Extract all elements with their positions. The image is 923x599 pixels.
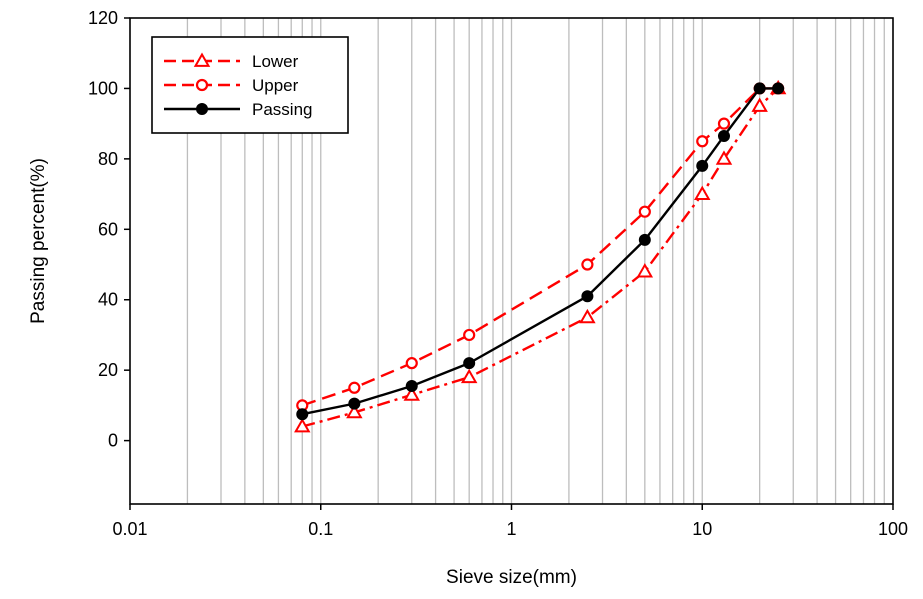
- data-point-lower: [751, 97, 768, 112]
- x-tick-label: 1: [506, 519, 516, 539]
- legend-box: [151, 36, 349, 134]
- plot-frame: [129, 17, 894, 505]
- x-tick-layer: 0.01 0.1 1 10 100: [112, 504, 908, 539]
- x-tick-label: 100: [878, 519, 908, 539]
- series-layer: [294, 79, 787, 433]
- legend-label: Lower: [252, 52, 299, 71]
- data-point-lower: [715, 150, 733, 165]
- x-tick-label: 0.1: [308, 519, 333, 539]
- data-point-upper: [696, 135, 709, 148]
- y-tick-label: 20: [98, 360, 118, 380]
- data-point-passing: [753, 82, 766, 95]
- data-point-upper: [405, 357, 418, 370]
- data-point-lower: [636, 263, 654, 278]
- y-tick-label: 0: [108, 431, 118, 451]
- data-point-passing: [772, 82, 785, 95]
- data-point-upper: [638, 205, 651, 218]
- legend: Lower Upper Passing: [151, 36, 349, 134]
- data-point-upper: [717, 117, 731, 130]
- series-line-passing: [302, 87, 779, 416]
- data-point-passing: [348, 397, 361, 410]
- x-axis-label: Sieve size(mm): [446, 567, 577, 588]
- y-tick-label: 60: [98, 219, 118, 239]
- data-point-passing: [696, 159, 709, 172]
- series-upper: [296, 82, 785, 412]
- data-point-lower: [579, 308, 596, 324]
- series-lower: [294, 79, 787, 433]
- data-point-passing: [405, 380, 418, 393]
- data-point-passing: [717, 129, 730, 142]
- data-point-lower: [294, 418, 311, 433]
- data-point-passing: [638, 233, 651, 246]
- legend-item-upper: Upper: [164, 76, 299, 95]
- data-point-lower: [346, 403, 363, 419]
- data-point-passing: [463, 357, 476, 370]
- y-tick-label: 80: [98, 149, 118, 169]
- data-point-upper: [348, 381, 361, 394]
- data-point-passing: [296, 408, 309, 421]
- legend-label: Upper: [252, 76, 299, 95]
- data-point-upper: [581, 258, 594, 271]
- y-tick-layer: 0 20 40 60 80 100 120: [88, 8, 130, 451]
- y-tick-label: 100: [88, 78, 118, 98]
- x-tick-label: 10: [692, 519, 712, 539]
- legend-marker: [193, 52, 211, 67]
- series-line-lower: [301, 87, 779, 428]
- y-tick-label: 120: [88, 8, 118, 28]
- legend-marker: [195, 78, 209, 92]
- series-line-upper: [301, 87, 779, 407]
- data-point-lower: [694, 185, 711, 200]
- legend-marker: [196, 103, 208, 115]
- legend-label: Passing: [252, 100, 312, 119]
- data-point-passing: [581, 290, 594, 303]
- legend-item-lower: Lower: [164, 52, 299, 71]
- data-point-lower: [403, 386, 420, 401]
- y-tick-label: 40: [98, 290, 118, 310]
- series-passing: [296, 82, 785, 421]
- data-point-upper: [463, 328, 476, 342]
- data-point-lower: [460, 368, 478, 384]
- legend-item-passing: Passing: [164, 100, 312, 119]
- y-axis-label: Passing percent(%): [28, 158, 49, 324]
- x-tick-label: 0.01: [112, 519, 147, 539]
